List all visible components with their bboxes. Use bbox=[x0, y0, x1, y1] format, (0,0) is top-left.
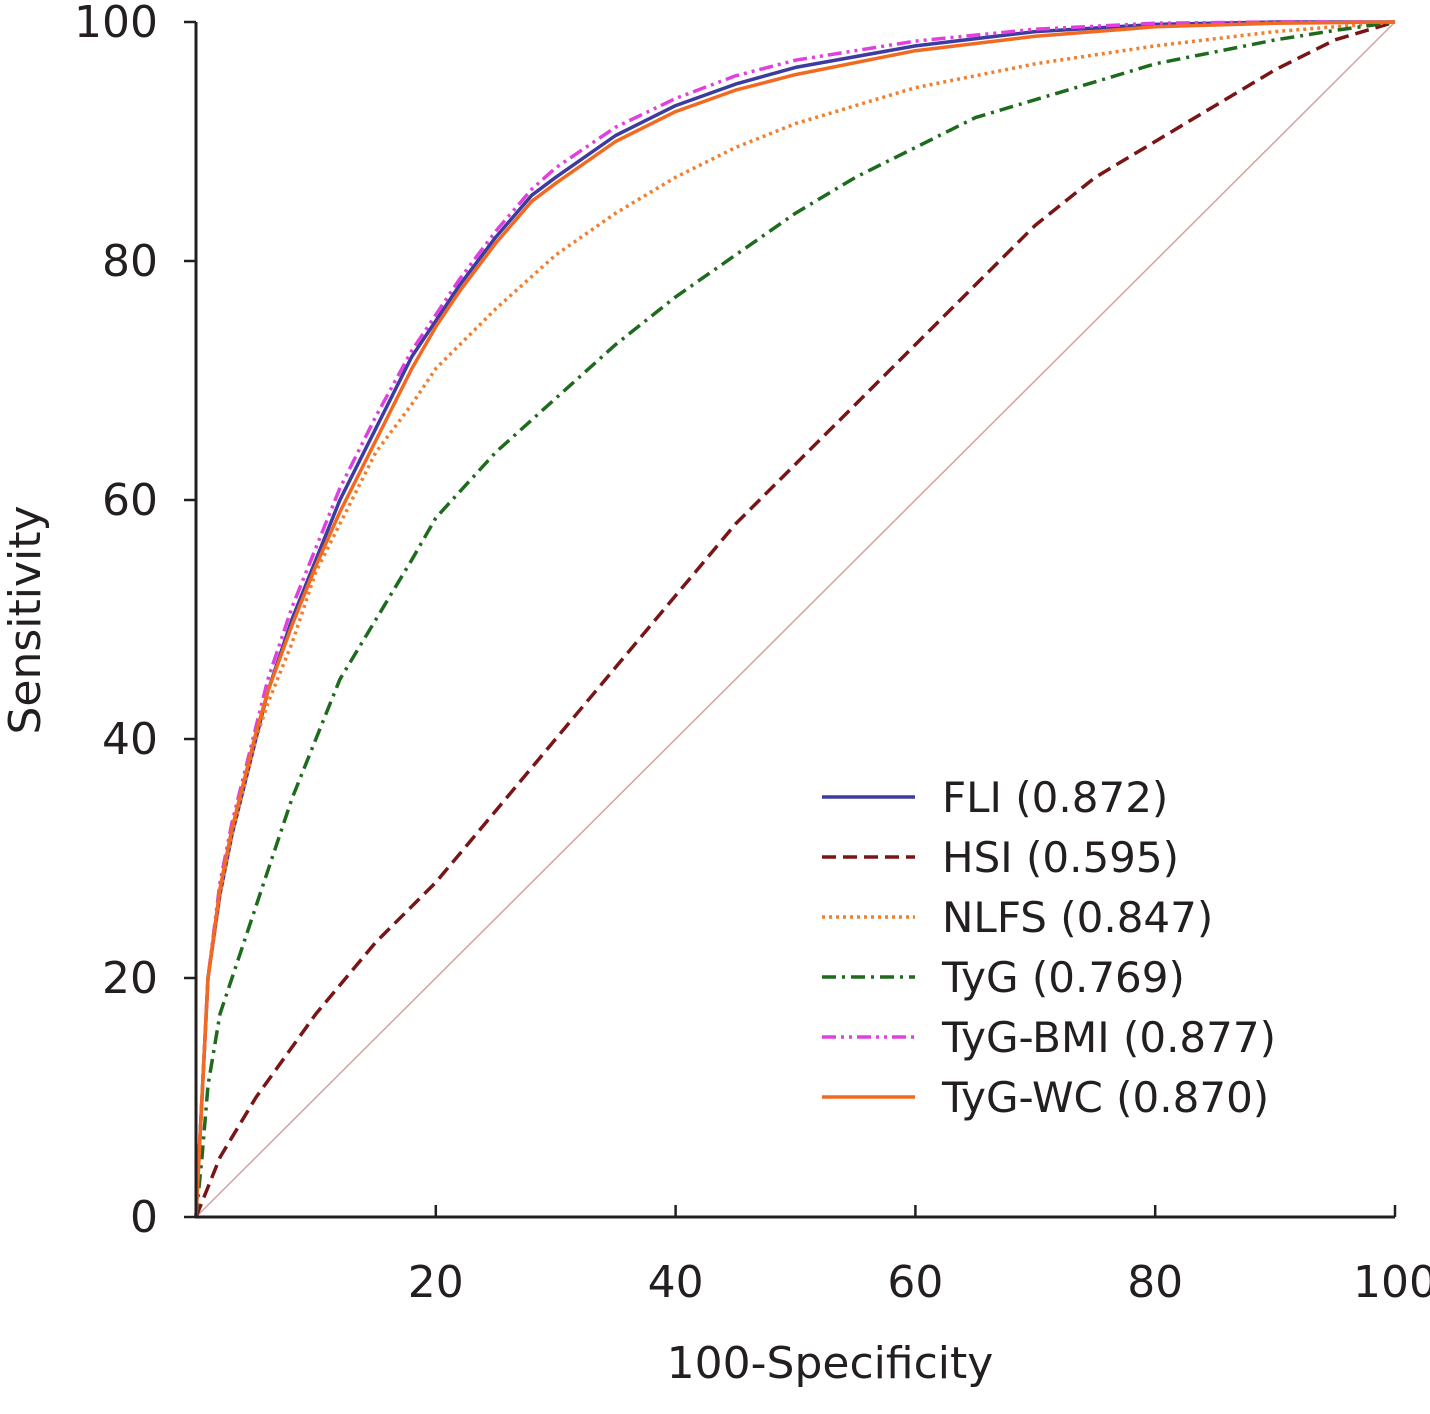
y-axis-title: Sensitivity bbox=[0, 505, 51, 734]
y-tick-label: 100 bbox=[74, 0, 158, 48]
legend: FLI (0.872) HSI (0.595) NLFS (0.847) TyG (0… bbox=[822, 773, 1276, 1122]
series-layer bbox=[194, 20, 1396, 1218]
y-tick-label: 20 bbox=[102, 953, 158, 1004]
legend-label: FLI (0.872) bbox=[942, 773, 1168, 822]
legend-label: TyG-BMI (0.877) bbox=[941, 1013, 1276, 1062]
y-tick-label: 60 bbox=[102, 475, 158, 526]
x-tick-label: 100 bbox=[1353, 1257, 1430, 1308]
legend-label: HSI (0.595) bbox=[942, 833, 1179, 882]
x-tick-label: 20 bbox=[408, 1257, 464, 1308]
axes-layer: 0 20 40 60 80 100 20 40 60 80 100 bbox=[74, 0, 1430, 1308]
series-line-tyg-wc bbox=[194, 20, 1396, 1218]
x-tick-label: 60 bbox=[887, 1257, 943, 1308]
x-tick-label: 80 bbox=[1127, 1257, 1183, 1308]
series-line-hsi bbox=[194, 20, 1396, 1218]
y-tick-label: 40 bbox=[102, 714, 158, 765]
legend-label: TyG (0.769) bbox=[941, 953, 1185, 1002]
reference-diagonal-line bbox=[195, 21, 1396, 1218]
reference-layer bbox=[195, 21, 1396, 1218]
x-tick-label: 40 bbox=[648, 1257, 704, 1308]
y-tick-label: 80 bbox=[102, 236, 158, 287]
x-axis-title: 100-Specificity bbox=[667, 1338, 994, 1389]
series-line-tyg bbox=[194, 20, 1396, 1218]
legend-label: NLFS (0.847) bbox=[942, 893, 1213, 942]
legend-label: TyG-WC (0.870) bbox=[941, 1073, 1269, 1122]
y-tick-label: 0 bbox=[130, 1192, 158, 1243]
